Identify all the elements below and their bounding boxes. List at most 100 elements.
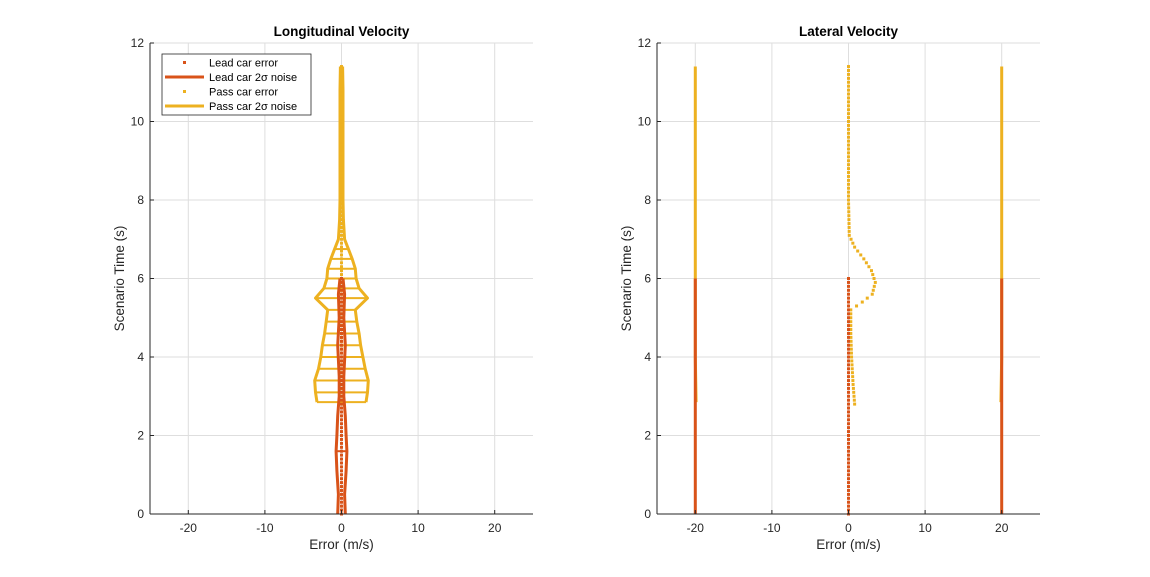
- error-point: [340, 434, 343, 437]
- error-point: [340, 308, 343, 312]
- error-point: [847, 214, 851, 218]
- error-point: [851, 375, 855, 379]
- error-point: [847, 116, 850, 120]
- error-point: [340, 116, 343, 120]
- error-point: [340, 225, 343, 229]
- error-point: [850, 367, 854, 371]
- noise-bound-upper: [341, 278, 349, 515]
- error-point: [340, 473, 343, 477]
- error-point: [340, 375, 343, 379]
- error-point: [340, 202, 343, 206]
- error-point: [849, 324, 853, 328]
- error-point: [847, 194, 850, 198]
- error-point: [340, 100, 343, 104]
- noise-bound-lower: [334, 278, 342, 515]
- error-point: [340, 359, 343, 363]
- error-point: [340, 76, 343, 80]
- y-tick-label: 2: [137, 429, 144, 443]
- legend-marker-swatch: [183, 61, 186, 64]
- y-tick-label: 2: [644, 429, 651, 443]
- error-point: [847, 359, 850, 363]
- error-point: [847, 72, 850, 76]
- error-point: [852, 394, 856, 398]
- error-point: [847, 465, 850, 469]
- error-point: [847, 198, 850, 202]
- error-point: [847, 481, 850, 485]
- error-point: [847, 461, 850, 465]
- error-point: [340, 237, 343, 241]
- error-point: [340, 449, 343, 453]
- error-point: [340, 422, 343, 426]
- error-point: [340, 241, 343, 245]
- error-point: [340, 233, 343, 237]
- error-point: [847, 504, 850, 508]
- error-point: [847, 312, 850, 316]
- error-point: [873, 280, 877, 284]
- error-point: [340, 477, 343, 481]
- error-point: [847, 139, 850, 143]
- error-point: [340, 222, 343, 226]
- series-lead-car-error: [340, 277, 343, 516]
- error-point: [340, 112, 343, 116]
- y-tick-label: 6: [644, 272, 651, 286]
- error-point: [850, 363, 854, 367]
- error-point: [847, 277, 850, 280]
- error-point: [849, 316, 853, 320]
- error-point: [847, 437, 850, 441]
- y-tick-label: 12: [638, 36, 652, 50]
- error-point: [340, 390, 343, 394]
- error-point: [340, 347, 343, 351]
- error-point: [847, 80, 850, 84]
- error-point: [340, 245, 343, 249]
- error-point: [847, 233, 851, 237]
- error-point: [340, 335, 343, 339]
- error-point: [847, 108, 850, 112]
- error-point: [340, 214, 343, 218]
- error-point: [340, 265, 343, 269]
- error-point: [847, 492, 850, 496]
- error-point: [847, 135, 850, 139]
- error-point: [849, 308, 853, 312]
- error-point: [340, 206, 343, 210]
- error-point: [847, 422, 850, 426]
- error-point: [847, 174, 850, 178]
- error-point: [340, 182, 343, 186]
- error-point: [847, 190, 850, 194]
- error-point: [340, 167, 343, 171]
- error-point: [847, 104, 850, 108]
- error-point: [340, 96, 343, 100]
- error-point: [340, 127, 343, 131]
- error-point: [340, 174, 343, 178]
- error-point: [340, 123, 343, 127]
- error-point: [847, 284, 850, 288]
- error-point: [847, 151, 850, 155]
- error-point: [340, 186, 343, 190]
- error-point: [847, 225, 851, 229]
- error-point: [340, 155, 343, 159]
- error-point: [847, 449, 850, 453]
- error-point: [847, 131, 850, 135]
- error-point: [340, 406, 343, 410]
- error-point: [340, 418, 343, 422]
- error-point: [847, 186, 850, 190]
- error-point: [847, 222, 851, 226]
- error-point: [340, 492, 343, 496]
- error-point: [847, 206, 851, 210]
- error-point: [847, 418, 850, 422]
- error-point: [862, 257, 866, 261]
- y-tick-label: 4: [644, 350, 651, 364]
- error-point: [867, 265, 871, 269]
- error-point: [849, 320, 853, 324]
- error-point: [847, 426, 850, 430]
- error-point: [340, 253, 343, 257]
- error-point: [340, 320, 343, 324]
- error-point: [340, 249, 343, 253]
- error-point: [847, 202, 851, 206]
- error-point: [340, 481, 343, 485]
- error-point: [340, 120, 343, 123]
- error-point: [847, 308, 850, 312]
- error-point: [340, 229, 343, 233]
- error-point: [853, 402, 857, 406]
- error-point: [340, 257, 343, 261]
